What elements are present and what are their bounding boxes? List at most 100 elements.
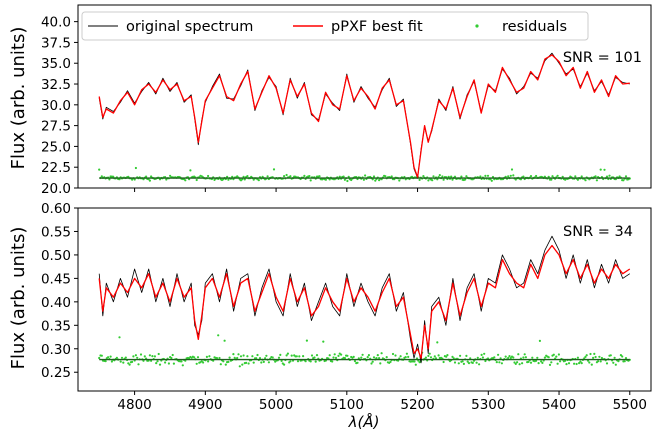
- top-residual-point: [427, 179, 430, 182]
- bottom-residual-point: [476, 356, 479, 359]
- bottom-panel-snr-annotation: SNR = 34: [563, 224, 633, 240]
- bottom-residual-point: [237, 353, 240, 356]
- bottom-ytick-label-5: 0.50: [41, 248, 71, 264]
- bottom-residual-point: [465, 354, 468, 357]
- legend: original spectrum pPXF best fit residual…: [81, 11, 589, 41]
- bottom-residual-point: [252, 361, 255, 364]
- top-residual-point: [131, 178, 134, 181]
- bottom-residual-point: [245, 361, 248, 364]
- bottom-residual-point: [280, 359, 283, 362]
- bottom-residual-point: [315, 354, 319, 357]
- bottom-residual-point: [134, 354, 137, 357]
- bottom-residual-point: [599, 360, 602, 363]
- bottom-residual-point: [536, 356, 539, 359]
- bottom-residual-point: [238, 365, 241, 368]
- top-residual-point: [584, 179, 587, 182]
- bottom-residual-point: [556, 362, 559, 365]
- bottom-residual-point: [531, 356, 534, 359]
- legend-residuals-swatch: [475, 24, 479, 28]
- top-residual-point: [507, 175, 510, 178]
- bottom-residual-point: [153, 355, 156, 358]
- bottom-residual-point: [567, 362, 571, 365]
- bottom-residual-point: [262, 360, 265, 363]
- bottom-residual-point: [507, 356, 510, 360]
- bottom-residual-point: [391, 352, 395, 356]
- bottom-residual-point: [290, 354, 293, 357]
- bottom-residual-point: [285, 354, 288, 357]
- top-residual-point: [189, 169, 192, 172]
- bottom-residual-point: [483, 352, 486, 355]
- bottom-residual-point: [128, 363, 131, 366]
- top-residual-point: [328, 178, 331, 181]
- bottom-residual-point: [247, 362, 250, 365]
- top-residual-point: [343, 178, 346, 181]
- top-residual-point: [390, 175, 393, 178]
- bottom-residual-point: [555, 355, 558, 358]
- bottom-residual-point: [461, 360, 464, 363]
- top-residual-point: [431, 179, 434, 182]
- top-residual-point: [308, 175, 311, 178]
- bottom-residual-point: [239, 355, 243, 358]
- top-residual-point: [372, 175, 376, 178]
- bottom-residual-point: [241, 363, 244, 366]
- bottom-residual-point: [376, 354, 379, 357]
- top-residual-point: [272, 168, 276, 171]
- top-residual-point: [252, 178, 255, 181]
- bottom-residual-point: [371, 360, 374, 363]
- bottom-residual-point: [451, 355, 454, 358]
- bottom-residual-point: [151, 355, 154, 358]
- top-residual-point: [195, 178, 198, 182]
- bottom-panel-lines: [98, 235, 631, 364]
- top-residual-point: [374, 179, 377, 182]
- bottom-residual-point: [118, 336, 121, 339]
- bottom-xtick-label-5200: 5200: [400, 397, 434, 413]
- bottom-residual-point: [305, 339, 308, 342]
- bottom-residual-point: [478, 363, 481, 366]
- bottom-residual-point: [314, 360, 317, 363]
- bottom-residual-point: [337, 354, 340, 357]
- top-residual-point: [465, 175, 468, 178]
- bottom-residual-point: [155, 362, 158, 365]
- bottom-residual-point: [170, 356, 173, 360]
- bottom-residual-point: [295, 355, 298, 358]
- bottom-residual-point: [580, 362, 583, 365]
- bottom-residual-point: [623, 360, 626, 363]
- top-residual-point: [484, 174, 487, 177]
- bottom-residual-point: [481, 356, 484, 359]
- top-residual-point: [608, 174, 611, 177]
- top-residual-point: [309, 179, 312, 182]
- bottom-residual-point: [578, 362, 581, 365]
- bottom-residual-point: [617, 360, 620, 363]
- bottom-residual-point: [334, 356, 338, 359]
- top-residual-point: [241, 178, 244, 181]
- bottom-residual-point: [219, 363, 222, 366]
- bottom-residual-point: [614, 363, 617, 366]
- top-residual-point: [289, 175, 292, 178]
- top-residual-point: [595, 179, 599, 182]
- top-ytick-label-8: 40.0: [41, 15, 71, 31]
- top-residual-point: [490, 179, 493, 182]
- top-residual-point: [464, 178, 467, 181]
- bottom-residual-point: [529, 361, 533, 364]
- bottom-residual-point: [413, 360, 416, 363]
- bottom-residual-point: [414, 363, 417, 366]
- bottom-residual-point: [385, 356, 388, 359]
- top-residual-point: [285, 173, 288, 177]
- bottom-residual-point: [523, 353, 526, 356]
- bottom-xtick-label-5500: 5500: [613, 397, 647, 413]
- bottom-residual-point: [361, 353, 364, 356]
- bottom-residual-point: [236, 356, 239, 360]
- bottom-residual-point: [171, 353, 174, 357]
- top-residual-point: [535, 174, 538, 178]
- bottom-residual-point: [156, 360, 159, 363]
- bottom-residual-point: [442, 360, 445, 364]
- bottom-residual-point: [310, 354, 314, 357]
- bottom-residual-point: [356, 361, 359, 364]
- bottom-residual-point: [119, 360, 122, 363]
- top-residual-point: [418, 178, 421, 181]
- bottom-residual-point: [590, 363, 593, 366]
- top-residual-point: [432, 175, 435, 178]
- top-ytick-label-5: 32.5: [41, 77, 71, 93]
- bottom-residual-point: [157, 352, 160, 356]
